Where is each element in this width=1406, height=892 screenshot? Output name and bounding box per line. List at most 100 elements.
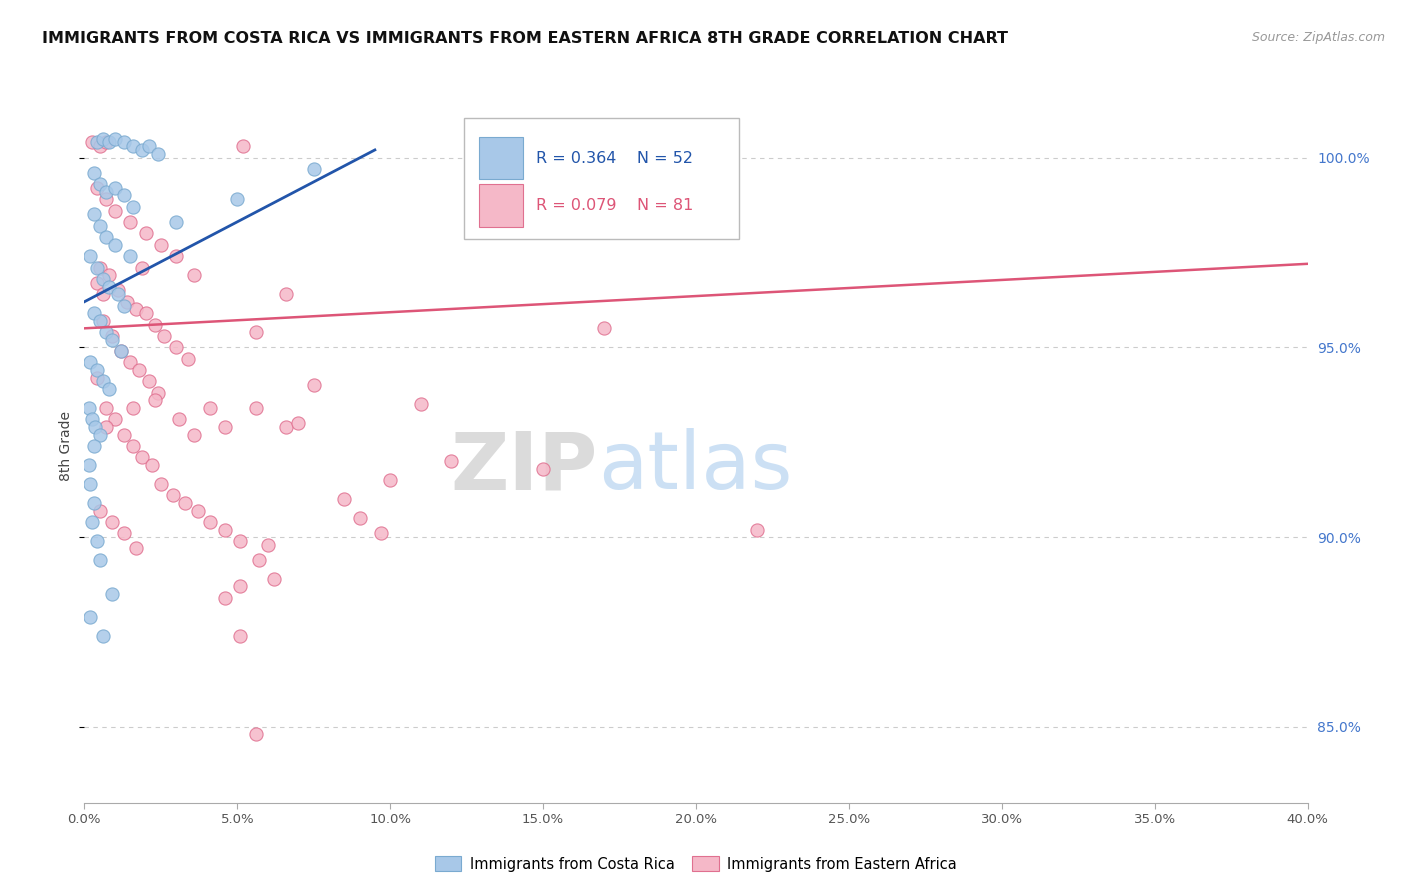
Point (80, 515, 103, 529)
Text: R = 0.079    N = 81: R = 0.079 N = 81 (536, 198, 693, 213)
Point (125, 302, 148, 317)
Point (89, 260, 111, 275)
Point (112, 136, 135, 150)
Point (89, 314, 111, 328)
FancyBboxPatch shape (479, 185, 523, 227)
Point (131, 260, 153, 275)
Text: ZIP: ZIP (451, 428, 598, 507)
Point (79, 355, 101, 369)
Point (89, 177, 111, 191)
Point (183, 427, 205, 442)
Point (110, 344, 132, 359)
FancyBboxPatch shape (464, 118, 738, 239)
Point (122, 139, 145, 153)
Point (409, 397, 432, 411)
Point (91, 629, 114, 643)
Point (97, 268, 120, 283)
Point (440, 454, 463, 468)
Point (104, 412, 127, 426)
Point (86, 136, 108, 150)
Point (94, 185, 117, 199)
Point (186, 503, 208, 517)
Point (107, 287, 129, 301)
Point (593, 321, 616, 335)
Point (79, 249, 101, 263)
Point (245, 325, 267, 339)
Point (229, 579, 252, 593)
Point (97, 279, 120, 293)
Point (302, 378, 325, 392)
Point (112, 526, 135, 541)
Point (122, 200, 145, 214)
Point (89, 139, 111, 153)
Point (247, 553, 270, 567)
Point (101, 587, 124, 601)
Point (120, 215, 142, 229)
Point (83, 306, 105, 320)
Point (146, 146, 169, 161)
Point (229, 629, 252, 643)
Point (226, 192, 249, 206)
Point (165, 215, 187, 229)
Point (104, 181, 127, 195)
Point (214, 523, 236, 537)
Point (276, 420, 298, 434)
Point (91, 375, 114, 389)
Point (97, 136, 120, 150)
Point (83, 496, 105, 510)
Point (94, 192, 117, 206)
Point (94, 136, 117, 150)
Point (380, 473, 402, 487)
Point (141, 458, 163, 472)
Point (747, 523, 769, 537)
Text: R = 0.364    N = 52: R = 0.364 N = 52 (536, 151, 693, 166)
Point (84, 420, 107, 434)
Point (138, 139, 160, 153)
Point (531, 462, 554, 476)
Point (112, 427, 135, 442)
Point (198, 515, 221, 529)
Point (115, 294, 138, 309)
Point (77, 458, 100, 472)
Point (86, 533, 108, 548)
Text: atlas: atlas (598, 428, 793, 507)
Point (167, 412, 190, 426)
Point (128, 363, 150, 377)
Point (149, 477, 172, 491)
Text: IMMIGRANTS FROM COSTA RICA VS IMMIGRANTS FROM EASTERN AFRICA 8TH GRADE CORRELATI: IMMIGRANTS FROM COSTA RICA VS IMMIGRANTS… (42, 31, 1008, 46)
Point (107, 284, 129, 298)
Point (146, 385, 169, 400)
Point (97, 382, 120, 396)
Point (101, 329, 124, 343)
Point (131, 450, 153, 465)
Point (112, 299, 135, 313)
Point (77, 401, 100, 415)
Point (229, 533, 252, 548)
Point (486, 139, 509, 153)
Point (91, 287, 114, 301)
Point (131, 143, 153, 157)
Point (79, 609, 101, 624)
Point (101, 333, 124, 347)
Point (198, 401, 221, 415)
Point (287, 416, 309, 430)
Point (86, 260, 108, 275)
Point (122, 439, 145, 453)
Point (333, 492, 356, 507)
Point (104, 237, 127, 252)
Point (94, 230, 117, 244)
Point (110, 344, 132, 359)
Point (91, 314, 114, 328)
Point (120, 355, 142, 369)
Point (94, 401, 117, 415)
Point (245, 727, 267, 741)
Point (86, 370, 108, 384)
Point (94, 325, 117, 339)
Point (214, 591, 236, 605)
Point (86, 181, 108, 195)
Point (149, 237, 172, 252)
Point (165, 249, 187, 263)
Point (120, 249, 142, 263)
Point (91, 272, 114, 286)
Point (104, 131, 127, 145)
